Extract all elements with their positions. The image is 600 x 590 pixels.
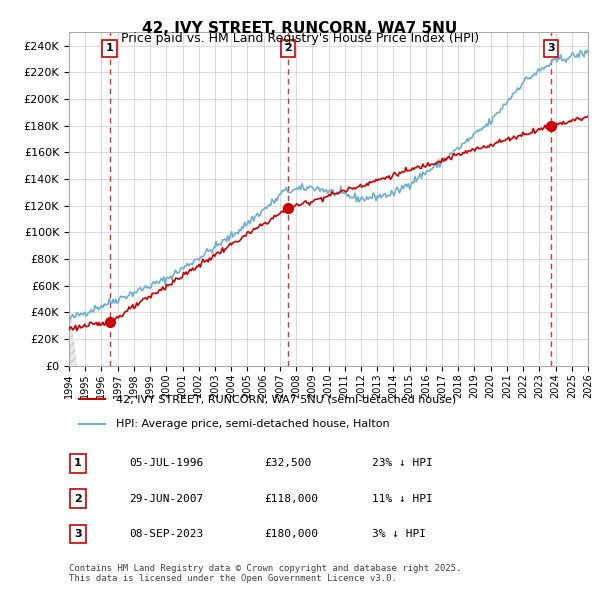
- Bar: [69, 32, 77, 366]
- Text: HPI: Average price, semi-detached house, Halton: HPI: Average price, semi-detached house,…: [116, 419, 389, 429]
- Text: 1: 1: [74, 458, 82, 468]
- Text: 3: 3: [74, 529, 82, 539]
- Polygon shape: [69, 299, 77, 366]
- Text: 11% ↓ HPI: 11% ↓ HPI: [372, 494, 433, 503]
- Text: 42, IVY STREET, RUNCORN, WA7 5NU (semi-detached house): 42, IVY STREET, RUNCORN, WA7 5NU (semi-d…: [116, 394, 456, 404]
- Text: 1: 1: [106, 44, 113, 54]
- Text: Contains HM Land Registry data © Crown copyright and database right 2025.
This d: Contains HM Land Registry data © Crown c…: [69, 563, 461, 583]
- Text: 23% ↓ HPI: 23% ↓ HPI: [372, 458, 433, 468]
- Text: £118,000: £118,000: [264, 494, 318, 503]
- Text: £180,000: £180,000: [264, 529, 318, 539]
- Text: 42, IVY STREET, RUNCORN, WA7 5NU: 42, IVY STREET, RUNCORN, WA7 5NU: [142, 21, 458, 35]
- Text: 2: 2: [74, 494, 82, 503]
- Text: 3% ↓ HPI: 3% ↓ HPI: [372, 529, 426, 539]
- Text: 2: 2: [284, 44, 292, 54]
- Text: Price paid vs. HM Land Registry's House Price Index (HPI): Price paid vs. HM Land Registry's House …: [121, 32, 479, 45]
- Text: 3: 3: [547, 44, 554, 54]
- Text: 29-JUN-2007: 29-JUN-2007: [129, 494, 203, 503]
- Text: 05-JUL-1996: 05-JUL-1996: [129, 458, 203, 468]
- Text: 08-SEP-2023: 08-SEP-2023: [129, 529, 203, 539]
- Text: £32,500: £32,500: [264, 458, 311, 468]
